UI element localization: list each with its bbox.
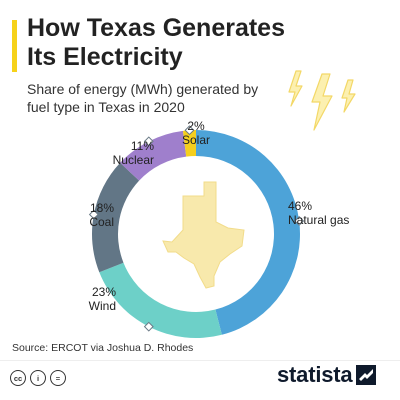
lightning-bolt-icon — [311, 73, 333, 131]
lightning-bolts-icon — [288, 70, 356, 131]
slice-nuclear — [120, 130, 187, 181]
slice-marker — [184, 125, 195, 136]
source-note: Source: ERCOT via Joshua D. Rhodes — [12, 342, 194, 354]
texas-map-icon — [162, 181, 245, 289]
brand-name: statista — [277, 362, 353, 387]
no-derivatives-icon[interactable]: = — [50, 370, 66, 386]
slice-coal — [92, 162, 140, 273]
slice-solar — [182, 130, 196, 157]
slice-marker — [143, 136, 154, 147]
statista-logo[interactable]: statista — [277, 362, 377, 388]
slice-category-label: Coal — [89, 215, 114, 229]
slice-marker — [143, 321, 154, 332]
slice-value-label: 18% — [90, 201, 114, 215]
footer-divider — [0, 360, 400, 361]
slice-marker — [88, 209, 99, 220]
title-accent-bar — [12, 20, 17, 72]
slice-value-label: 23% — [92, 285, 116, 299]
slice-category-label: Natural gas — [288, 213, 349, 227]
slice-value-label: 11% — [131, 139, 154, 153]
statista-mark-icon — [356, 365, 377, 385]
license-icons: cc i = — [10, 370, 66, 386]
lightning-bolt-icon — [288, 70, 303, 107]
slice-wind — [99, 262, 222, 338]
slice-category-label: Wind — [89, 299, 116, 313]
chart-title: How Texas Generates Its Electricity — [27, 14, 285, 71]
slice-category-label: Solar — [182, 133, 210, 147]
slice-value-label: 46% — [288, 199, 312, 213]
chart-subtitle: Share of energy (MWh) generated by fuel … — [27, 81, 259, 115]
slice-category-label: Nuclear — [113, 153, 154, 167]
attribution-icon[interactable]: i — [30, 370, 46, 386]
cc-icon[interactable]: cc — [10, 370, 26, 386]
slice-value-label: 2% — [187, 119, 205, 133]
slice-marker — [294, 216, 305, 226]
lightning-bolt-icon — [341, 79, 356, 113]
slice-natural-gas — [196, 130, 300, 335]
